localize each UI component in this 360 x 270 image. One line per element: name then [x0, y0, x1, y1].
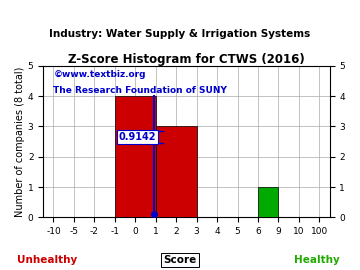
Text: ©www.textbiz.org: ©www.textbiz.org — [54, 70, 146, 79]
Title: Z-Score Histogram for CTWS (2016): Z-Score Histogram for CTWS (2016) — [68, 53, 305, 66]
Bar — [156, 126, 197, 217]
Text: 0.9142: 0.9142 — [119, 132, 156, 142]
Text: Score: Score — [163, 255, 197, 265]
Bar — [258, 187, 278, 217]
Text: Industry: Water Supply & Irrigation Systems: Industry: Water Supply & Irrigation Syst… — [49, 29, 311, 39]
Text: Unhealthy: Unhealthy — [17, 255, 77, 265]
Text: Healthy: Healthy — [294, 255, 340, 265]
Y-axis label: Number of companies (8 total): Number of companies (8 total) — [15, 66, 25, 217]
Bar — [115, 96, 156, 217]
Text: The Research Foundation of SUNY: The Research Foundation of SUNY — [54, 86, 228, 94]
